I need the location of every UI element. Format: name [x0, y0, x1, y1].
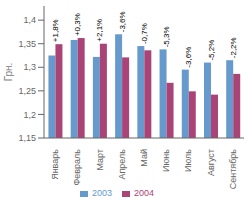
svg-text:-3,6%: -3,6% [184, 47, 193, 68]
svg-text:Март: Март [95, 149, 105, 171]
svg-text:Май: Май [139, 149, 149, 167]
svg-text:Сентябрь: Сентябрь [228, 149, 238, 190]
svg-text:+0,3%: +0,3% [73, 13, 82, 36]
svg-text:1,4: 1,4 [23, 15, 36, 25]
svg-text:-2,2%: -2,2% [229, 37, 238, 58]
html-text:2003: 2003 [92, 188, 112, 198]
svg-text:Июнь: Июнь [161, 149, 171, 172]
svg-text:1,25: 1,25 [18, 86, 36, 96]
svg-text:1,15: 1,15 [18, 133, 36, 143]
svg-text:1,35: 1,35 [18, 39, 36, 49]
svg-text:+1,8%: +1,8% [51, 19, 60, 42]
svg-text:-3,6%: -3,6% [118, 11, 127, 32]
svg-text:Февраль: Февраль [72, 149, 82, 186]
svg-text:-5,3%: -5,3% [162, 26, 171, 47]
svg-text:+2,1%: +2,1% [95, 19, 104, 42]
svg-text:Август: Август [206, 149, 216, 176]
svg-text:-0,7%: -0,7% [140, 23, 149, 44]
html-text:2004: 2004 [134, 188, 154, 198]
svg-text:Грн.: Грн. [8, 63, 14, 82]
svg-text:Апрель: Апрель [117, 149, 127, 180]
svg-text:Июль: Июль [183, 149, 193, 172]
svg-text:-5,2%: -5,2% [207, 40, 216, 61]
svg-text:1,2: 1,2 [23, 110, 36, 120]
svg-text:Январь: Январь [50, 149, 60, 180]
svg-text:1,3: 1,3 [23, 62, 36, 72]
